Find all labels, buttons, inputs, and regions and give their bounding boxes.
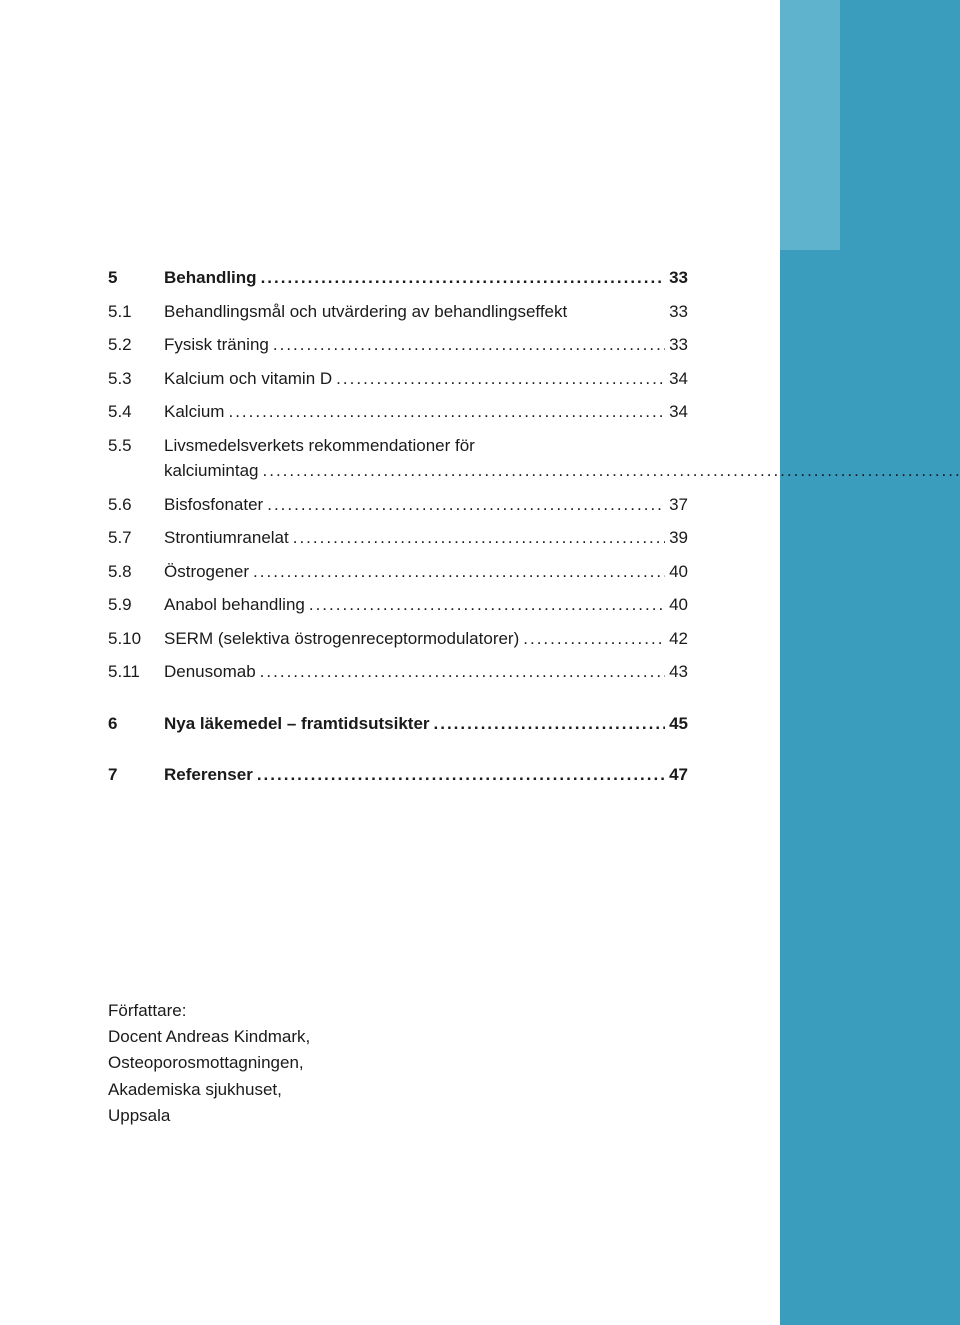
toc-page: 33 (665, 299, 688, 325)
toc-title: Östrogener (164, 559, 249, 585)
author-line: Osteoporosmottagningen, (108, 1050, 688, 1076)
toc-num: 5.10 (108, 626, 164, 652)
page-content: 5 Behandling 33 5.1 Behandlingsmål och u… (108, 265, 688, 1129)
toc-dots (259, 458, 960, 484)
side-tab-inner (780, 0, 840, 250)
toc-title: Referenser (164, 762, 253, 788)
toc-dots (305, 592, 665, 618)
toc-entry-5-4: 5.4 Kalcium 34 (108, 399, 688, 425)
toc-title: SERM (selektiva östrogenreceptormodulato… (164, 626, 519, 652)
toc-dots (519, 626, 665, 652)
toc-page: 33 (665, 332, 688, 358)
toc-dots (256, 659, 665, 685)
toc-num: 5.9 (108, 592, 164, 618)
toc-section-5: 5 Behandling 33 (108, 265, 688, 291)
toc-entry-5-9: 5.9 Anabol behandling 40 (108, 592, 688, 618)
toc-num: 5.4 (108, 399, 164, 425)
toc-num: 7 (108, 762, 164, 788)
toc-page: 33 (665, 265, 688, 291)
toc-num: 5.7 (108, 525, 164, 551)
toc-entry-5-7: 5.7 Strontiumranelat 39 (108, 525, 688, 551)
toc-entry-5-8: 5.8 Östrogener 40 (108, 559, 688, 585)
toc-page: 39 (665, 525, 688, 551)
toc-page: 45 (665, 711, 688, 737)
toc-dots (332, 366, 665, 392)
author-heading: Författare: (108, 998, 688, 1024)
toc-dots (263, 492, 665, 518)
toc-title: Behandling (164, 265, 257, 291)
toc-dots (253, 762, 665, 788)
toc-title-line1: Livsmedelsverkets rekommendationer för (164, 433, 960, 459)
toc-dots (430, 711, 666, 737)
toc-dots (224, 399, 665, 425)
toc-num: 5 (108, 265, 164, 291)
toc-page: 43 (665, 659, 688, 685)
toc-title: Strontiumranelat (164, 525, 289, 551)
toc-title: Bisfosfonater (164, 492, 263, 518)
author-line: Akademiska sjukhuset, (108, 1077, 688, 1103)
toc-title: Fysisk träning (164, 332, 269, 358)
toc-num: 5.3 (108, 366, 164, 392)
author-line: Uppsala (108, 1103, 688, 1129)
toc-section-7: 7 Referenser 47 (108, 762, 688, 788)
toc-num: 5.2 (108, 332, 164, 358)
toc-page: 40 (665, 592, 688, 618)
toc-page: 34 (665, 366, 688, 392)
toc-page: 40 (665, 559, 688, 585)
toc-page: 42 (665, 626, 688, 652)
toc-section-6: 6 Nya läkemedel – framtidsutsikter 45 (108, 711, 688, 737)
toc-title: Anabol behandling (164, 592, 305, 618)
toc-title: Kalcium och vitamin D (164, 366, 332, 392)
author-block: Författare: Docent Andreas Kindmark, Ost… (108, 998, 688, 1130)
toc-title: Nya läkemedel – framtidsutsikter (164, 711, 430, 737)
toc-entry-5-6: 5.6 Bisfosfonater 37 (108, 492, 688, 518)
toc-dots (289, 525, 665, 551)
author-line: Docent Andreas Kindmark, (108, 1024, 688, 1050)
toc-num: 5.6 (108, 492, 164, 518)
toc-dots (249, 559, 665, 585)
toc-page: 34 (665, 399, 688, 425)
toc-title: Behandlingsmål och utvärdering av behand… (164, 299, 567, 325)
toc-entry-5-2: 5.2 Fysisk träning 33 (108, 332, 688, 358)
toc-num: 5.11 (108, 659, 164, 685)
toc-page: 37 (665, 492, 688, 518)
toc-entry-5-3: 5.3 Kalcium och vitamin D 34 (108, 366, 688, 392)
toc-num: 5.1 (108, 299, 164, 325)
toc-title: Kalcium (164, 399, 224, 425)
toc-page: 47 (665, 762, 688, 788)
toc-num: 5.8 (108, 559, 164, 585)
toc-entry-5-11: 5.11 Denusomab 43 (108, 659, 688, 685)
toc-title-line2: kalciumintag (164, 458, 259, 484)
toc-entry-5-1: 5.1 Behandlingsmål och utvärdering av be… (108, 299, 688, 325)
toc-entry-5-5: 5.5 Livsmedelsverkets rekommendationer f… (108, 433, 688, 484)
toc-entry-5-10: 5.10 SERM (selektiva östrogenreceptormod… (108, 626, 688, 652)
side-tab (780, 0, 960, 1325)
toc-num: 6 (108, 711, 164, 737)
toc-dots (269, 332, 665, 358)
toc-dots (257, 265, 666, 291)
toc-num: 5.5 (108, 433, 164, 459)
toc-title: Denusomab (164, 659, 256, 685)
